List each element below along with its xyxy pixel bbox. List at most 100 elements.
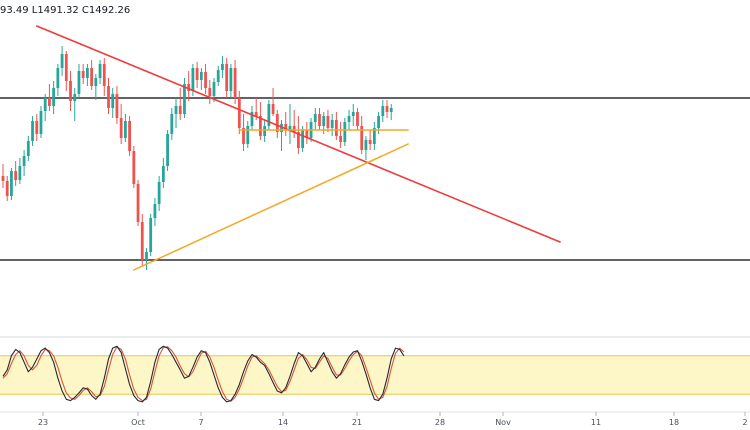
- candle: [221, 56, 224, 78]
- candle-body: [149, 218, 153, 252]
- candle-body: [107, 86, 110, 108]
- candle: [43, 94, 47, 121]
- candle: [111, 88, 115, 118]
- candle: [123, 114, 127, 142]
- candle-body: [250, 112, 254, 126]
- candle-body: [35, 121, 39, 134]
- candle-body: [52, 88, 56, 106]
- candle: [246, 121, 250, 148]
- candle: [183, 78, 186, 118]
- candle: [119, 104, 123, 144]
- candle-body: [284, 124, 288, 130]
- candle-body: [275, 114, 279, 132]
- candle-body: [389, 108, 393, 112]
- candle: [14, 161, 18, 186]
- x-tick-label: 18: [669, 418, 679, 427]
- candle-body: [271, 104, 275, 114]
- candle-body: [212, 82, 216, 96]
- candle-body: [115, 94, 119, 118]
- candle: [389, 104, 393, 120]
- x-tick-label: 11: [591, 418, 601, 427]
- candle-body: [69, 81, 72, 101]
- candle: [73, 88, 77, 121]
- time-axis: 23 Oct 7 14 21 28 Nov 11 18 2: [38, 412, 748, 427]
- candle-body: [356, 112, 359, 126]
- candle: [149, 214, 153, 256]
- candle-body: [372, 128, 376, 144]
- candle-body: [347, 116, 351, 122]
- candle-body: [166, 134, 169, 166]
- candle: [356, 108, 359, 130]
- candle-body: [292, 126, 296, 132]
- candle: [170, 108, 174, 140]
- candle-body: [77, 71, 81, 94]
- candle-body: [132, 151, 136, 184]
- candle: [115, 86, 119, 124]
- x-tick-label: 2: [742, 418, 747, 427]
- candle: [288, 104, 292, 144]
- candle-body: [326, 116, 330, 128]
- drawing-lines-layer: [35, 25, 561, 271]
- candle-body: [242, 128, 245, 144]
- levels-layer: [0, 97, 750, 261]
- candle: [199, 68, 203, 90]
- candle-body: [233, 68, 237, 98]
- candle: [136, 180, 140, 226]
- candle-body: [351, 112, 355, 116]
- candle-body: [183, 84, 186, 114]
- candle: [69, 71, 72, 111]
- candle-body: [18, 166, 22, 180]
- candle-body: [31, 121, 34, 141]
- candle: [216, 66, 220, 86]
- x-tick-label: 21: [352, 418, 362, 427]
- candle-body: [174, 106, 178, 114]
- oscillator-band: [0, 355, 750, 395]
- candle: [212, 78, 216, 102]
- candle: [237, 91, 241, 134]
- candle: [102, 58, 106, 96]
- candle: [225, 58, 229, 98]
- candle-body: [5, 181, 9, 196]
- candle: [360, 116, 364, 154]
- candle-body: [343, 122, 347, 142]
- candle: [132, 146, 136, 188]
- candle-body: [157, 182, 161, 204]
- candle-body: [204, 72, 207, 88]
- candle-body: [73, 94, 77, 101]
- candle-body: [208, 88, 212, 96]
- candle-body: [267, 104, 271, 126]
- candle-body: [301, 130, 305, 148]
- candle-body: [102, 64, 106, 86]
- candle: [364, 136, 368, 160]
- candle-body: [60, 54, 64, 68]
- candle: [195, 62, 199, 88]
- candle: [35, 114, 39, 141]
- candle: [318, 108, 321, 130]
- candle-body: [22, 156, 26, 166]
- candle: [56, 64, 60, 96]
- candle-body: [385, 106, 389, 112]
- candle-body: [136, 184, 140, 222]
- candle: [368, 130, 372, 150]
- candle: [229, 64, 233, 98]
- candle-body: [297, 132, 300, 148]
- candle: [305, 122, 309, 144]
- candle: [145, 248, 148, 270]
- candle-body: [64, 54, 68, 81]
- candle-body: [14, 171, 18, 180]
- x-tick-label: 7: [198, 418, 203, 427]
- candle-body: [94, 78, 98, 86]
- candle-body: [119, 118, 123, 138]
- candle: [326, 110, 330, 132]
- candle-body: [128, 121, 131, 151]
- candle: [94, 74, 98, 100]
- candle: [250, 106, 254, 130]
- candle: [140, 214, 144, 266]
- candle: [86, 64, 89, 86]
- x-tick-label: Nov: [495, 418, 511, 427]
- candle-body: [170, 114, 174, 134]
- ohlc-readout: 93.49 L1491.32 C1492.26: [0, 5, 130, 16]
- candle: [263, 120, 267, 142]
